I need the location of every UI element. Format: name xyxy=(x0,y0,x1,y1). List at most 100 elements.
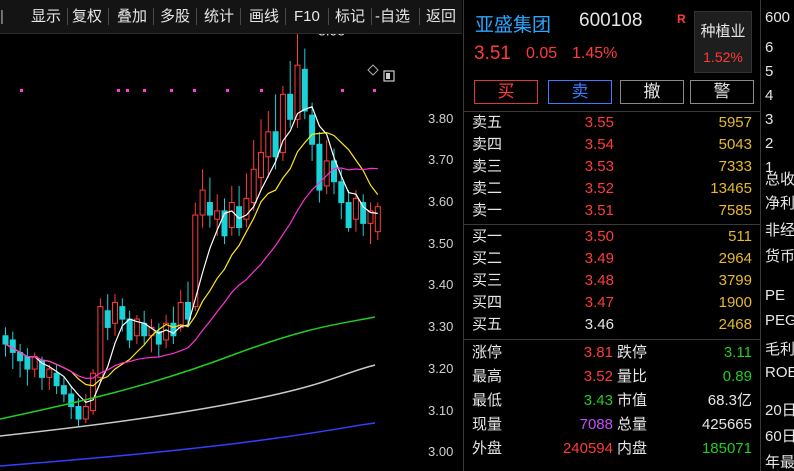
candle-body xyxy=(90,372,97,412)
level-label: 卖四 xyxy=(472,136,503,153)
candle-body xyxy=(316,143,323,191)
candle-body xyxy=(68,393,75,408)
candle-body xyxy=(192,214,199,308)
candle-body xyxy=(53,372,60,387)
stat-value: 3.11 xyxy=(723,344,752,361)
level-volume: 5957 xyxy=(718,114,752,131)
toolbar-separator xyxy=(240,8,241,25)
order-book-row: 买一 3.50 511 xyxy=(464,226,760,248)
toolbar-draw-line[interactable]: 画线 xyxy=(249,8,280,25)
candle-body xyxy=(133,318,140,337)
candle-body xyxy=(97,306,104,378)
level-volume: 5043 xyxy=(718,136,752,153)
toolbar-remove-watchlist[interactable]: -自选 xyxy=(375,8,410,25)
marker-dot xyxy=(117,89,120,92)
candle-body xyxy=(345,202,352,229)
candle-body xyxy=(112,301,118,324)
candle-body xyxy=(250,168,257,204)
stat-value: 0.89 xyxy=(722,368,752,385)
stat-value: 3.43 xyxy=(583,392,613,409)
chart-toolbar: | 显示 复权 叠加 多股 统计 画线 F10 标记 -自选 返回 xyxy=(0,0,462,34)
stat-value: 3.52 xyxy=(583,368,613,385)
y-tick-label: 3.60 xyxy=(428,194,454,209)
sell-button[interactable]: 卖 xyxy=(548,80,612,104)
candle-body xyxy=(301,68,308,112)
stub-text: 60日 xyxy=(765,428,794,445)
candle-body xyxy=(287,93,294,120)
level-volume: 7333 xyxy=(718,158,752,175)
candle-body xyxy=(258,152,264,179)
stock-name[interactable]: 亚盛集团 xyxy=(475,15,552,36)
stub-text: PE xyxy=(765,287,786,304)
stub-text: 20日 xyxy=(765,402,794,419)
toolbar-separator xyxy=(285,8,286,25)
level-volume: 2964 xyxy=(718,250,752,267)
kline-chart[interactable]: 3.95 3.80 3.70 3.60 3.50 3.40 3.30 3.20 … xyxy=(0,34,462,471)
price-alert-button[interactable]: 警 xyxy=(690,80,754,104)
stat-label: 最低 xyxy=(472,392,503,409)
toolbar-separator xyxy=(371,8,372,25)
toolbar-overlay[interactable]: 叠加 xyxy=(117,8,148,25)
stub-text: 600 xyxy=(765,9,791,26)
industry-card[interactable]: 种植业 1.52% xyxy=(694,11,752,73)
stub-text: 4 xyxy=(765,87,774,104)
toolbar-separator xyxy=(196,8,197,25)
kline-canvas[interactable]: 3.95 xyxy=(0,34,462,471)
y-tick-label: 3.80 xyxy=(428,111,454,126)
order-book-row: 买三 3.48 3799 xyxy=(464,270,760,292)
level-label: 卖三 xyxy=(472,158,503,175)
candle-body xyxy=(243,197,250,220)
stat-label: 最高 xyxy=(472,368,503,385)
level-price: 3.51 xyxy=(584,202,614,219)
stub-text: 非经 xyxy=(765,222,794,239)
candle-body xyxy=(228,202,235,229)
buy-button[interactable]: 买 xyxy=(474,80,538,104)
level-label: 买四 xyxy=(472,294,503,311)
level-label: 买二 xyxy=(472,250,503,267)
level-volume: 13465 xyxy=(710,180,752,197)
level-volume: 2468 xyxy=(718,316,752,333)
candle-body xyxy=(352,197,359,220)
toolbar-separator xyxy=(67,8,68,25)
level-label: 买三 xyxy=(472,272,503,289)
level-label: 卖一 xyxy=(472,202,503,219)
candle-body xyxy=(360,202,367,224)
order-book-row: 卖五 3.55 5957 xyxy=(464,112,760,134)
toolbar-separator xyxy=(108,8,109,25)
diamond-icon xyxy=(367,64,379,76)
square-icon xyxy=(383,70,395,82)
toolbar-adjust[interactable]: 复权 xyxy=(72,8,103,25)
candle-body xyxy=(367,210,374,224)
toolbar-stats[interactable]: 统计 xyxy=(204,8,235,25)
industry-change: 1.52% xyxy=(703,49,743,65)
high-price-label: 3.95 xyxy=(318,34,345,39)
level-volume: 1900 xyxy=(718,294,752,311)
candle-body xyxy=(272,131,279,158)
toolbar-back[interactable]: 返回 xyxy=(426,8,457,25)
level-label: 卖二 xyxy=(472,180,503,197)
candle-body xyxy=(338,181,345,204)
candle-body xyxy=(119,306,126,320)
order-book-row: 卖一 3.51 7585 xyxy=(464,200,760,222)
y-tick-label: 3.30 xyxy=(428,319,454,334)
candle-body xyxy=(206,202,213,216)
stub-text: 总收 xyxy=(765,171,794,188)
stat-label: 总量 xyxy=(617,416,648,433)
stats-row: 最高 3.52 量比 0.89 xyxy=(464,366,760,388)
cancel-order-button[interactable]: 撤 xyxy=(620,80,684,104)
stat-value: 240594 xyxy=(562,440,613,457)
divider xyxy=(464,339,760,340)
toolbar-f10[interactable]: F10 xyxy=(294,8,320,25)
stats-row: 涨停 3.81 跌停 3.11 xyxy=(464,342,760,364)
toolbar-separator xyxy=(328,8,329,25)
stats-row: 现量 7088 总量 425665 xyxy=(464,414,760,436)
toolbar-multi-stock[interactable]: 多股 xyxy=(160,8,191,25)
toolbar-separator xyxy=(153,8,154,25)
stat-label: 涨停 xyxy=(472,344,503,361)
y-tick-label: 3.50 xyxy=(428,236,454,251)
toolbar-mark[interactable]: 标记 xyxy=(335,8,366,25)
level-price: 3.55 xyxy=(584,114,614,131)
candle-body xyxy=(46,368,53,378)
toolbar-display[interactable]: 显示 xyxy=(31,8,62,25)
candle-body xyxy=(60,385,67,395)
